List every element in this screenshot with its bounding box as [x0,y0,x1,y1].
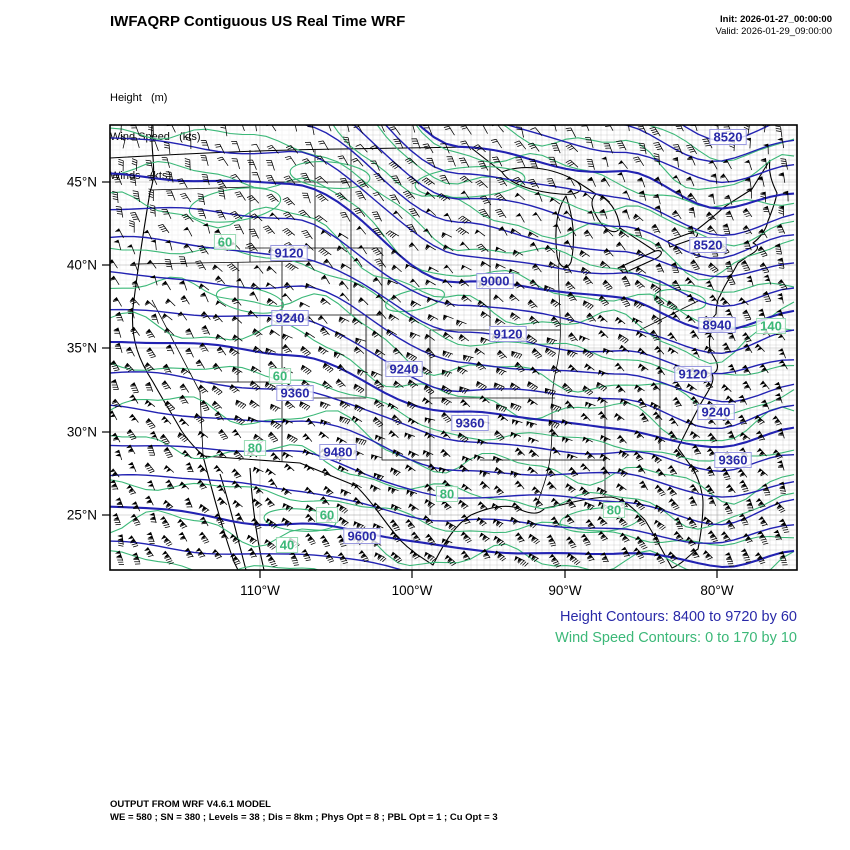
map-layers: 60 60 80 80 60 40 140 80 8520 8520 8940 9120 9240 936… [110,125,797,570]
wind-contour-label-text: 40 [280,538,294,553]
height-contour-range: Height Contours: 8400 to 9720 by 60 [560,609,797,625]
contour-legend: Height Contours: 8400 to 9720 by 60 Wind… [555,607,797,649]
height-contour-label-text: 9000 [481,274,510,289]
wind-contour-label-text: 80 [607,503,621,518]
height-contour-label-text: 9600 [348,529,377,544]
height-contour-label-text: 8520 [714,130,743,145]
model-info-footer: OUTPUT FROM WRF V4.6.1 MODEL WE = 580 ; … [110,799,498,824]
wind-contour-label: 60 60 80 80 60 40 140 80 [213,234,786,553]
lon-axis-label: 110°W [240,583,280,598]
height-contour-label-text: 9360 [719,453,748,468]
model-config-line: WE = 580 ; SN = 380 ; Levels = 38 ; Dis … [110,811,498,823]
wind-contour-range: Wind Speed Contours: 0 to 170 by 10 [555,630,797,646]
height-contour-label-text: 9360 [456,416,485,431]
height-contour-label-text: 9480 [324,445,353,460]
init-timestamp: Init: 2026-01-27_00:00:00 [720,14,832,25]
lat-axis-label: 35°N [67,341,97,356]
wind-barbs-layer [110,125,790,568]
height-contour-label-text: 9240 [390,362,419,377]
height-contour-label-text: 9360 [281,386,310,401]
wind-contour-label-text: 80 [440,487,454,502]
lat-axis-label: 45°N [67,175,97,190]
wind-contour-label-text: 60 [320,508,334,523]
axis-ticks [102,181,718,578]
lon-axis-label: 100°W [392,583,433,598]
lon-axis-label: 80°W [700,583,733,598]
legend-height: Height (m) [110,92,168,104]
page-title: IWFAQRP Contiguous US Real Time WRF [110,13,406,30]
height-contour-label: 8520 8520 8940 9120 9240 9360 9000 9120 9240 9360… [270,129,752,544]
height-contour-label-text: 8520 [694,238,723,253]
height-contour-label-text: 9120 [275,246,304,261]
model-version-line: OUTPUT FROM WRF V4.6.1 MODEL [110,799,271,810]
lat-axis-label: 25°N [67,508,97,523]
lat-axis-label: 40°N [67,258,97,273]
wind-contour-label-text: 60 [273,369,287,384]
wind-contour-label-text: 140 [760,319,782,334]
valid-timestamp: Valid: 2026-01-29_09:00:00 [715,26,832,37]
timestamp-block: Init: 2026-01-27_00:00:00 Valid: 2026-01… [715,14,832,38]
lat-axis-label: 30°N [67,425,97,440]
wind-contour-label-text: 80 [248,441,262,456]
height-contour-label-text: 9120 [679,367,708,382]
height-contour-label-text: 9120 [494,327,523,342]
lon-axis-label: 90°W [548,583,581,598]
height-contour-label-text: 9240 [276,311,305,326]
height-contour-label-text: 9240 [702,405,731,420]
height-contour-label-text: 8940 [703,318,732,333]
wind-contour-label-text: 60 [218,235,232,250]
